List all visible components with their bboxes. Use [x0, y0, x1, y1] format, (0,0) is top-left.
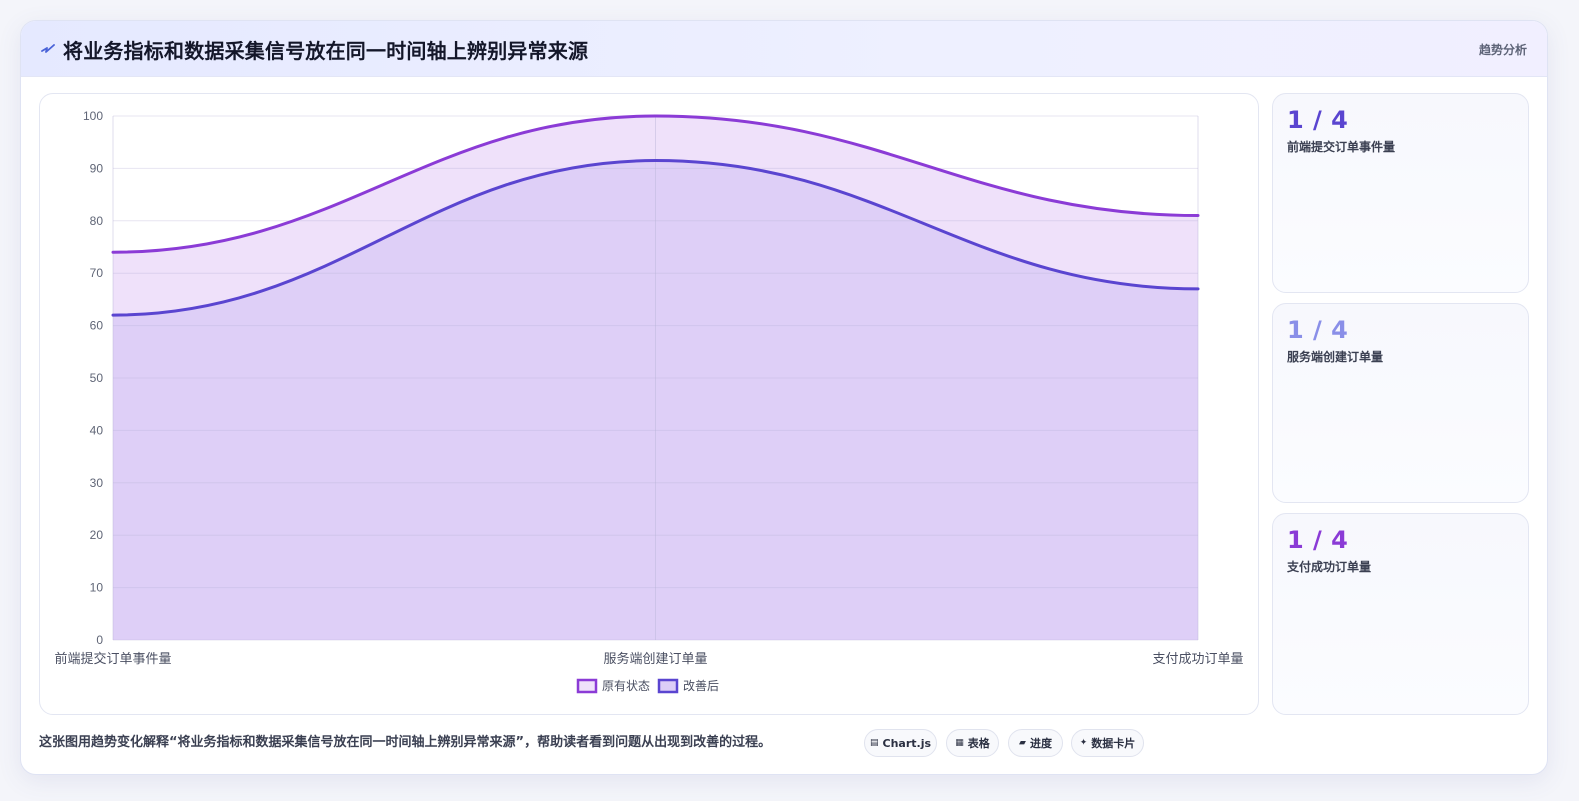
section-tag: 趋势分析 — [1478, 43, 1527, 57]
y-tick-label: 70 — [90, 266, 104, 280]
chip-label: 表格 — [967, 737, 990, 750]
y-tick-label: 90 — [90, 161, 104, 175]
stat-value: 1 / 4 — [1287, 526, 1349, 554]
x-tick-label: 支付成功订单量 — [1152, 651, 1243, 666]
chart-description: 这张图用趋势变化解释“将业务指标和数据采集信号放在同一时间轴上辨别异常来源”，帮… — [39, 735, 772, 750]
legend-label: 原有状态 — [602, 679, 650, 693]
y-tick-label: 20 — [90, 528, 104, 542]
y-tick-label: 60 — [90, 319, 104, 333]
card-header: 将业务指标和数据采集信号放在同一时间轴上辨别异常来源 趋势分析 — [21, 21, 1547, 77]
x-tick-label: 服务端创建订单量 — [603, 651, 707, 666]
chip-data-card[interactable]: ✦ 数据卡片 — [1071, 729, 1144, 757]
stat-card: 1 / 4 支付成功订单量 — [1272, 513, 1529, 715]
y-tick-label: 30 — [90, 476, 104, 490]
stat-label: 服务端创建订单量 — [1287, 350, 1384, 364]
chip-chartjs[interactable]: ▤ Chart.js — [864, 729, 937, 757]
stat-value: 1 / 4 — [1287, 106, 1349, 134]
y-tick-label: 40 — [90, 423, 104, 437]
area-chart: 0 10 20 30 40 50 60 70 80 90 100 前端提交订单事件量 服务端创建订单量 支… — [54, 109, 1244, 694]
chip-label: 进度 — [1029, 737, 1052, 750]
stat-label: 前端提交订单事件量 — [1287, 140, 1396, 154]
table-icon: ▦ — [955, 738, 964, 748]
y-tick-label: 100 — [83, 109, 103, 123]
y-tick-label: 0 — [96, 633, 103, 647]
legend-swatch — [576, 678, 598, 694]
dashboard-card: 将业务指标和数据采集信号放在同一时间轴上辨别异常来源 趋势分析 0 10 20 30 4… — [20, 20, 1548, 775]
chart-panel: 0 10 20 30 40 50 60 70 80 90 100 前端提交订单事件量 服务端创建订单量 支… — [39, 93, 1259, 715]
chip-progress[interactable]: ▰ 进度 — [1008, 729, 1063, 757]
series-line — [111, 159, 1200, 317]
y-tick-label: 50 — [90, 371, 104, 385]
page-title: 将业务指标和数据采集信号放在同一时间轴上辨别异常来源 — [63, 39, 589, 63]
stat-label: 支付成功订单量 — [1287, 560, 1372, 574]
y-tick-label: 80 — [90, 214, 104, 228]
stat-card: 1 / 4 前端提交订单事件量 — [1272, 93, 1529, 293]
y-tick-label: 10 — [90, 581, 104, 595]
stat-card: 1 / 4 服务端创建订单量 — [1272, 303, 1529, 503]
series-line — [111, 114, 1200, 254]
stat-value: 1 / 4 — [1287, 316, 1349, 344]
legend-label: 改善后 — [683, 678, 719, 693]
card-icon: ✦ — [1079, 738, 1088, 748]
chip-label: 数据卡片 — [1091, 737, 1136, 750]
x-tick-label: 前端提交订单事件量 — [54, 651, 171, 666]
chip-table[interactable]: ▦ 表格 — [946, 729, 999, 757]
series-area — [113, 160, 1198, 640]
chart-icon: ▤ — [869, 738, 879, 748]
legend-swatch — [657, 678, 679, 694]
chip-label: Chart.js — [882, 736, 932, 750]
bolt-icon — [41, 44, 55, 53]
progress-icon: ▰ — [1019, 738, 1026, 748]
